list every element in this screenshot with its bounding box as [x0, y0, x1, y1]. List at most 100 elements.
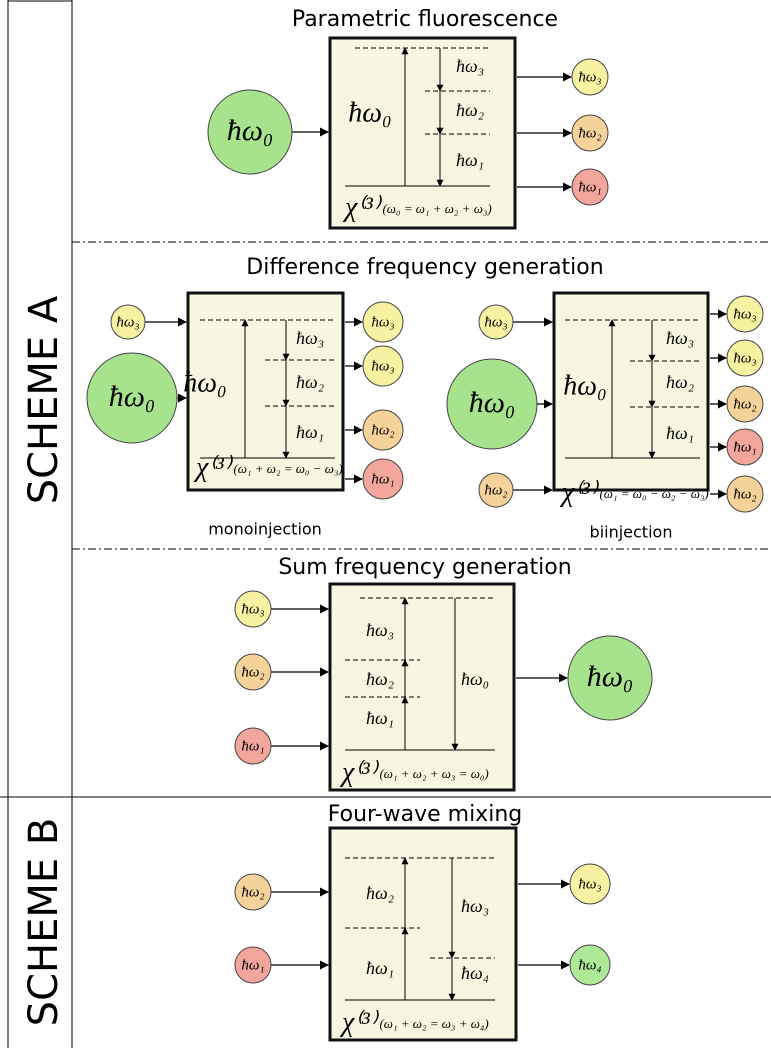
photon: ħω₂ [362, 409, 404, 451]
photon-circle [234, 590, 272, 628]
caption: biinjection [590, 523, 673, 542]
transition-label: ħω₃ [296, 328, 324, 348]
photon-label: ħω₀ [227, 114, 274, 147]
photon: ħω₃ [234, 590, 272, 628]
transition-label: ħω₂ [456, 100, 484, 120]
transition-label: ħω₃ [456, 56, 484, 76]
chi: χ⁽³⁾ [342, 192, 383, 223]
equation-text: (ω₁ + ω₂ = ω₃ + ω₄) [379, 1016, 488, 1031]
transition-label: ħω₀ [348, 97, 392, 128]
photon-label: ħω₄ [578, 957, 601, 973]
transition-label: ħω₂ [296, 372, 324, 392]
photon-circle [478, 472, 514, 508]
section-title: Four-wave mixing [328, 802, 522, 827]
equation-text: (ω₀ = ω₁ + ω₂ + ω₃) [382, 201, 491, 216]
photon: ħω₂ [234, 653, 272, 691]
transition-label: ħω₂ [366, 669, 394, 689]
photon-circle [86, 352, 178, 444]
medium-box [328, 582, 516, 792]
scheme-label: SCHEME A [21, 295, 67, 504]
transition-label: ħω₁ [296, 422, 324, 442]
photon: ħω₀ [86, 352, 178, 444]
photon-label: ħω₃ [371, 314, 394, 330]
photon: ħω₁ [726, 428, 764, 466]
photon: ħω₁ [234, 946, 272, 984]
photon-label: ħω₃ [578, 69, 601, 85]
photon: ħω₂ [726, 385, 764, 423]
scheme-label: SCHEME B [21, 818, 67, 1027]
photon: ħω₀ [446, 358, 538, 450]
photon-circle [234, 727, 272, 765]
photon-label: ħω₂ [733, 486, 756, 502]
photon-circle [234, 946, 272, 984]
photon: ħω₄ [569, 944, 611, 986]
medium-box [328, 36, 517, 230]
transition-label: ħω₀ [563, 370, 607, 401]
photon-label: ħω₁ [733, 439, 756, 455]
photon-circle [362, 345, 404, 387]
photon: ħω₃ [110, 304, 146, 340]
transition-label: ħω₃ [461, 896, 489, 916]
photon: ħω₀ [567, 635, 653, 721]
photon-label: ħω₂ [241, 664, 264, 680]
chi: χ⁽³⁾ [193, 452, 234, 483]
photon-circle [571, 114, 609, 152]
photon: ħω₃ [362, 301, 404, 343]
equation-text: (ω₁ + ω₂ = ω₀ − ω₃) [233, 461, 342, 476]
photon-circle [726, 295, 764, 333]
photon-circle [569, 944, 611, 986]
transition-label: ħω₂ [366, 883, 394, 903]
photon-circle [234, 873, 272, 911]
transition-label: ħω₂ [666, 372, 694, 392]
equation: χ⁽³⁾ (ω₁ + ω₂ + ω₃ = ω₀) [339, 757, 489, 788]
photon-label: ħω₂ [371, 422, 394, 438]
photon: ħω₂ [571, 114, 609, 152]
photon-label: ħω₂ [241, 884, 264, 900]
equation: χ⁽³⁾ (ω₁ + ω₂ = ω₀ − ω₃) [193, 452, 343, 483]
photon-label: ħω₀ [587, 660, 634, 693]
photon-circle [726, 385, 764, 423]
photon-label: ħω₃ [116, 314, 139, 330]
equation-text: (ω₁ + ω₂ + ω₃ = ω₀) [379, 766, 488, 781]
photon: ħω₀ [207, 89, 293, 175]
photon: ħω₃ [362, 345, 404, 387]
photon: ħω₃ [478, 304, 514, 340]
medium-box [328, 826, 518, 1042]
photon-circle [478, 304, 514, 340]
section-title: Difference frequency generation [246, 255, 603, 280]
photon-label: ħω₂ [578, 125, 601, 141]
equation-text: (ω₁ = ω₀ − ω₂ − ω₃) [599, 486, 708, 501]
photon-circle [446, 358, 538, 450]
photon-circle [362, 458, 404, 500]
photon-circle [569, 863, 611, 905]
transition-label: ħω₀ [461, 669, 489, 689]
transition-label: ħω₀ [183, 367, 227, 398]
photon-label: ħω₃ [733, 306, 756, 322]
photon: ħω₂ [478, 472, 514, 508]
photon-label: ħω₂ [733, 396, 756, 412]
photon: ħω₃ [571, 58, 609, 96]
photon: ħω₃ [726, 339, 764, 377]
photon-circle [571, 58, 609, 96]
photon-circle [726, 339, 764, 377]
photon-circle [362, 409, 404, 451]
transition-label: ħω₃ [366, 620, 394, 640]
photon-label: ħω₀ [109, 380, 156, 413]
transition-label: ħω₄ [461, 963, 489, 983]
equation: χ⁽³⁾ (ω₀ = ω₁ + ω₂ + ω₃) [342, 192, 492, 223]
photon-label: ħω₃ [371, 358, 394, 374]
photon-label: ħω₃ [241, 601, 264, 617]
section-title: Sum frequency generation [278, 555, 571, 580]
transition-label: ħω₁ [366, 958, 394, 978]
photon-label: ħω₁ [578, 179, 601, 195]
photon-circle [726, 475, 764, 513]
photon: ħω₂ [726, 475, 764, 513]
photon-label: ħω₁ [241, 957, 264, 973]
photon: ħω₂ [234, 873, 272, 911]
photon: ħω₁ [571, 168, 609, 206]
transition-label: ħω₃ [666, 328, 694, 348]
photon-label: ħω₃ [484, 314, 507, 330]
photon-circle [207, 89, 293, 175]
photon-circle [362, 301, 404, 343]
